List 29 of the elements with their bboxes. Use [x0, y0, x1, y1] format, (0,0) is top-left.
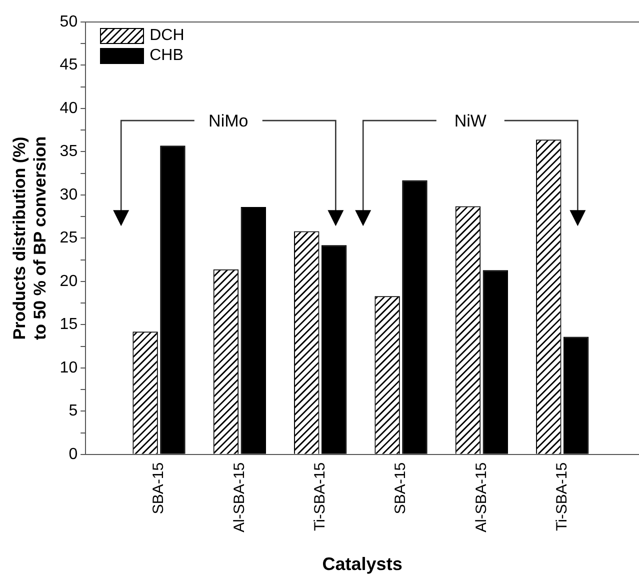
- x-axis-title: Catalysts: [322, 554, 402, 574]
- x-tick-label: SBA-15: [150, 462, 168, 514]
- y-tick-label: 30: [60, 186, 78, 204]
- y-tick-label: 25: [60, 230, 78, 247]
- bar: [321, 245, 347, 454]
- annotation: NiW: [454, 112, 486, 131]
- x-tick-label: SBA-15: [392, 462, 410, 514]
- y-tick-label: 40: [60, 100, 78, 117]
- y-tick-label: 35: [60, 143, 78, 160]
- y-tick-label: 20: [60, 272, 78, 290]
- legend-label: CHB: [150, 47, 184, 65]
- x-tick-label: Al-SBA-15: [230, 462, 248, 532]
- y-tick-label: 0: [68, 446, 78, 463]
- x-tick-label: Al-SBA-15: [472, 462, 490, 532]
- bar: [240, 207, 266, 454]
- bar: [563, 336, 589, 454]
- bar: [482, 270, 508, 454]
- y-axis-title: Products distribution (%) to 50 % of BP conversion: [10, 136, 50, 340]
- y-tick-label: 50: [60, 13, 78, 30]
- annotation: NiMo: [208, 112, 248, 131]
- bar: [160, 146, 186, 454]
- y-tick-label: 15: [60, 316, 78, 334]
- x-tick-label: Ti-SBA-15: [311, 462, 328, 532]
- legend-label: DCH: [150, 27, 184, 45]
- y-tick-label: 45: [60, 56, 78, 74]
- x-tick-label: Ti-SBA-15: [554, 462, 571, 532]
- y-tick-label: 5: [68, 402, 78, 420]
- y-tick-label: 10: [60, 359, 78, 376]
- bar: [402, 180, 428, 454]
